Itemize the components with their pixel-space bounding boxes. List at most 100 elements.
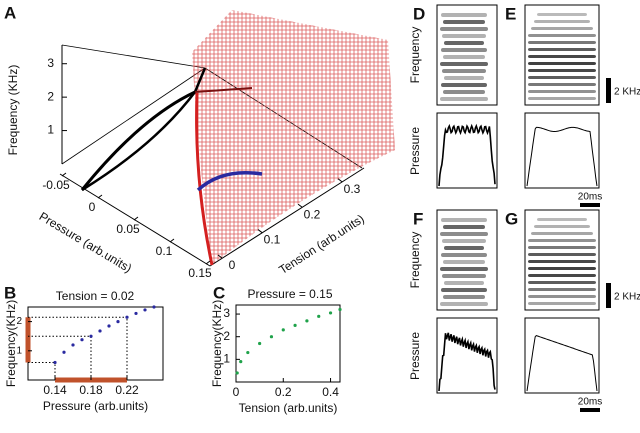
data-point (62, 350, 66, 354)
x-tick (205, 260, 211, 265)
frame-line (61, 44, 206, 69)
data-point (71, 343, 75, 347)
trace-frame (436, 317, 498, 394)
harmonic-band (444, 281, 484, 285)
harmonic-band (443, 90, 485, 94)
harmonic-band (528, 90, 596, 93)
blue-curve (196, 170, 263, 192)
harmonic-band (441, 13, 487, 17)
y-tick (257, 229, 263, 233)
data-point (258, 341, 262, 346)
harmonic-band (440, 97, 488, 101)
harmonic-band (528, 239, 596, 242)
frequency-scale-label: 2 KHz (614, 87, 640, 98)
panel-letter: E (505, 4, 516, 23)
data-point (98, 329, 102, 333)
y-tick-label: 1 (16, 345, 22, 356)
z-axis-label: Frequency (KHz) (6, 65, 20, 156)
x-tick-label: 0.15 (188, 266, 212, 280)
y-tick (217, 254, 223, 259)
data-point (305, 319, 309, 323)
harmonic-band (442, 274, 486, 278)
panel-letter: G (505, 209, 518, 228)
data-point (134, 311, 138, 316)
time-scale-bar (580, 203, 600, 207)
x-tick (61, 172, 67, 177)
x-tick-label: -0.05 (42, 178, 70, 192)
x-axis-label: Pressure (arb.units) (37, 209, 135, 275)
harmonic-band (440, 62, 488, 66)
time-scale-bar (580, 408, 600, 412)
harmonic-band (528, 83, 596, 86)
harmonic-band (443, 20, 485, 24)
harmonic-band (443, 225, 485, 229)
panel-letter: B (4, 283, 16, 302)
pressure-label: Pressure (408, 127, 422, 175)
z-tick-label: 3 (47, 56, 54, 70)
z-tick-label: 2 (47, 89, 54, 103)
harmonic-band (443, 295, 485, 299)
x-tick (97, 194, 103, 199)
trace-frame (436, 112, 498, 189)
black-curve (81, 67, 207, 192)
time-scale-label: 20ms (578, 397, 602, 408)
y-tick-label: 2 (223, 329, 230, 343)
data-point (246, 350, 250, 355)
y-tick-label: 0.1 (264, 233, 281, 247)
harmonic-band (528, 62, 596, 65)
harmonic-band (528, 48, 596, 51)
panel-letter: F (413, 209, 423, 228)
data-point (269, 335, 274, 339)
panel-letter: D (413, 4, 425, 23)
harmonic-band (528, 55, 596, 58)
harmonic-band (534, 225, 590, 228)
pressure-label: Pressure (408, 332, 422, 380)
x-tick-label: 0.18 (79, 383, 103, 397)
data-point (281, 328, 285, 332)
red-curve (195, 92, 214, 266)
frequency-scale-label: 2 KHz (614, 292, 640, 303)
data-point (338, 307, 342, 312)
harmonic-band (531, 27, 593, 30)
frequency-label: Frequency (408, 232, 422, 289)
harmonic-band (444, 41, 484, 45)
pressure-trace (526, 126, 598, 187)
harmonic-band (528, 69, 596, 72)
harmonic-band (528, 253, 596, 256)
time-scale-label: 20ms (578, 192, 602, 203)
harmonic-band (528, 246, 596, 249)
y-tick-label: 1 (223, 352, 230, 366)
harmonic-band (441, 48, 487, 52)
pressure-trace (526, 335, 598, 392)
harmonic-band (441, 83, 487, 87)
data-point (328, 311, 333, 315)
surface-panel (59, 10, 395, 267)
harmonic-band (528, 274, 596, 277)
data-point (53, 360, 57, 365)
pressure-trace (438, 123, 496, 187)
frequency-scale-bar (606, 78, 611, 103)
frequency-scale-bar (606, 283, 611, 308)
trace-frame (524, 112, 600, 189)
harmonic-band (444, 76, 484, 80)
frame-line (61, 67, 206, 165)
black-curve (80, 90, 196, 191)
chart-title: Pressure = 0.15 (247, 287, 332, 301)
harmonic-band (442, 34, 486, 38)
y-axis-label: Tension (arb.units) (276, 212, 366, 278)
harmonic-band (537, 13, 587, 16)
harmonic-band (528, 267, 596, 270)
y-tick (337, 178, 343, 183)
chart-title: Tension = 0.02 (56, 289, 135, 303)
harmonic-band (528, 97, 596, 100)
dark-red-line (194, 87, 253, 93)
harmonic-band (528, 76, 596, 79)
harmonic-band (440, 27, 488, 31)
data-point (125, 315, 129, 319)
data-point (80, 338, 84, 342)
plot-frame (27, 306, 164, 381)
data-point (143, 308, 147, 312)
x-axis-label: Tension (arb.units) (239, 401, 338, 415)
